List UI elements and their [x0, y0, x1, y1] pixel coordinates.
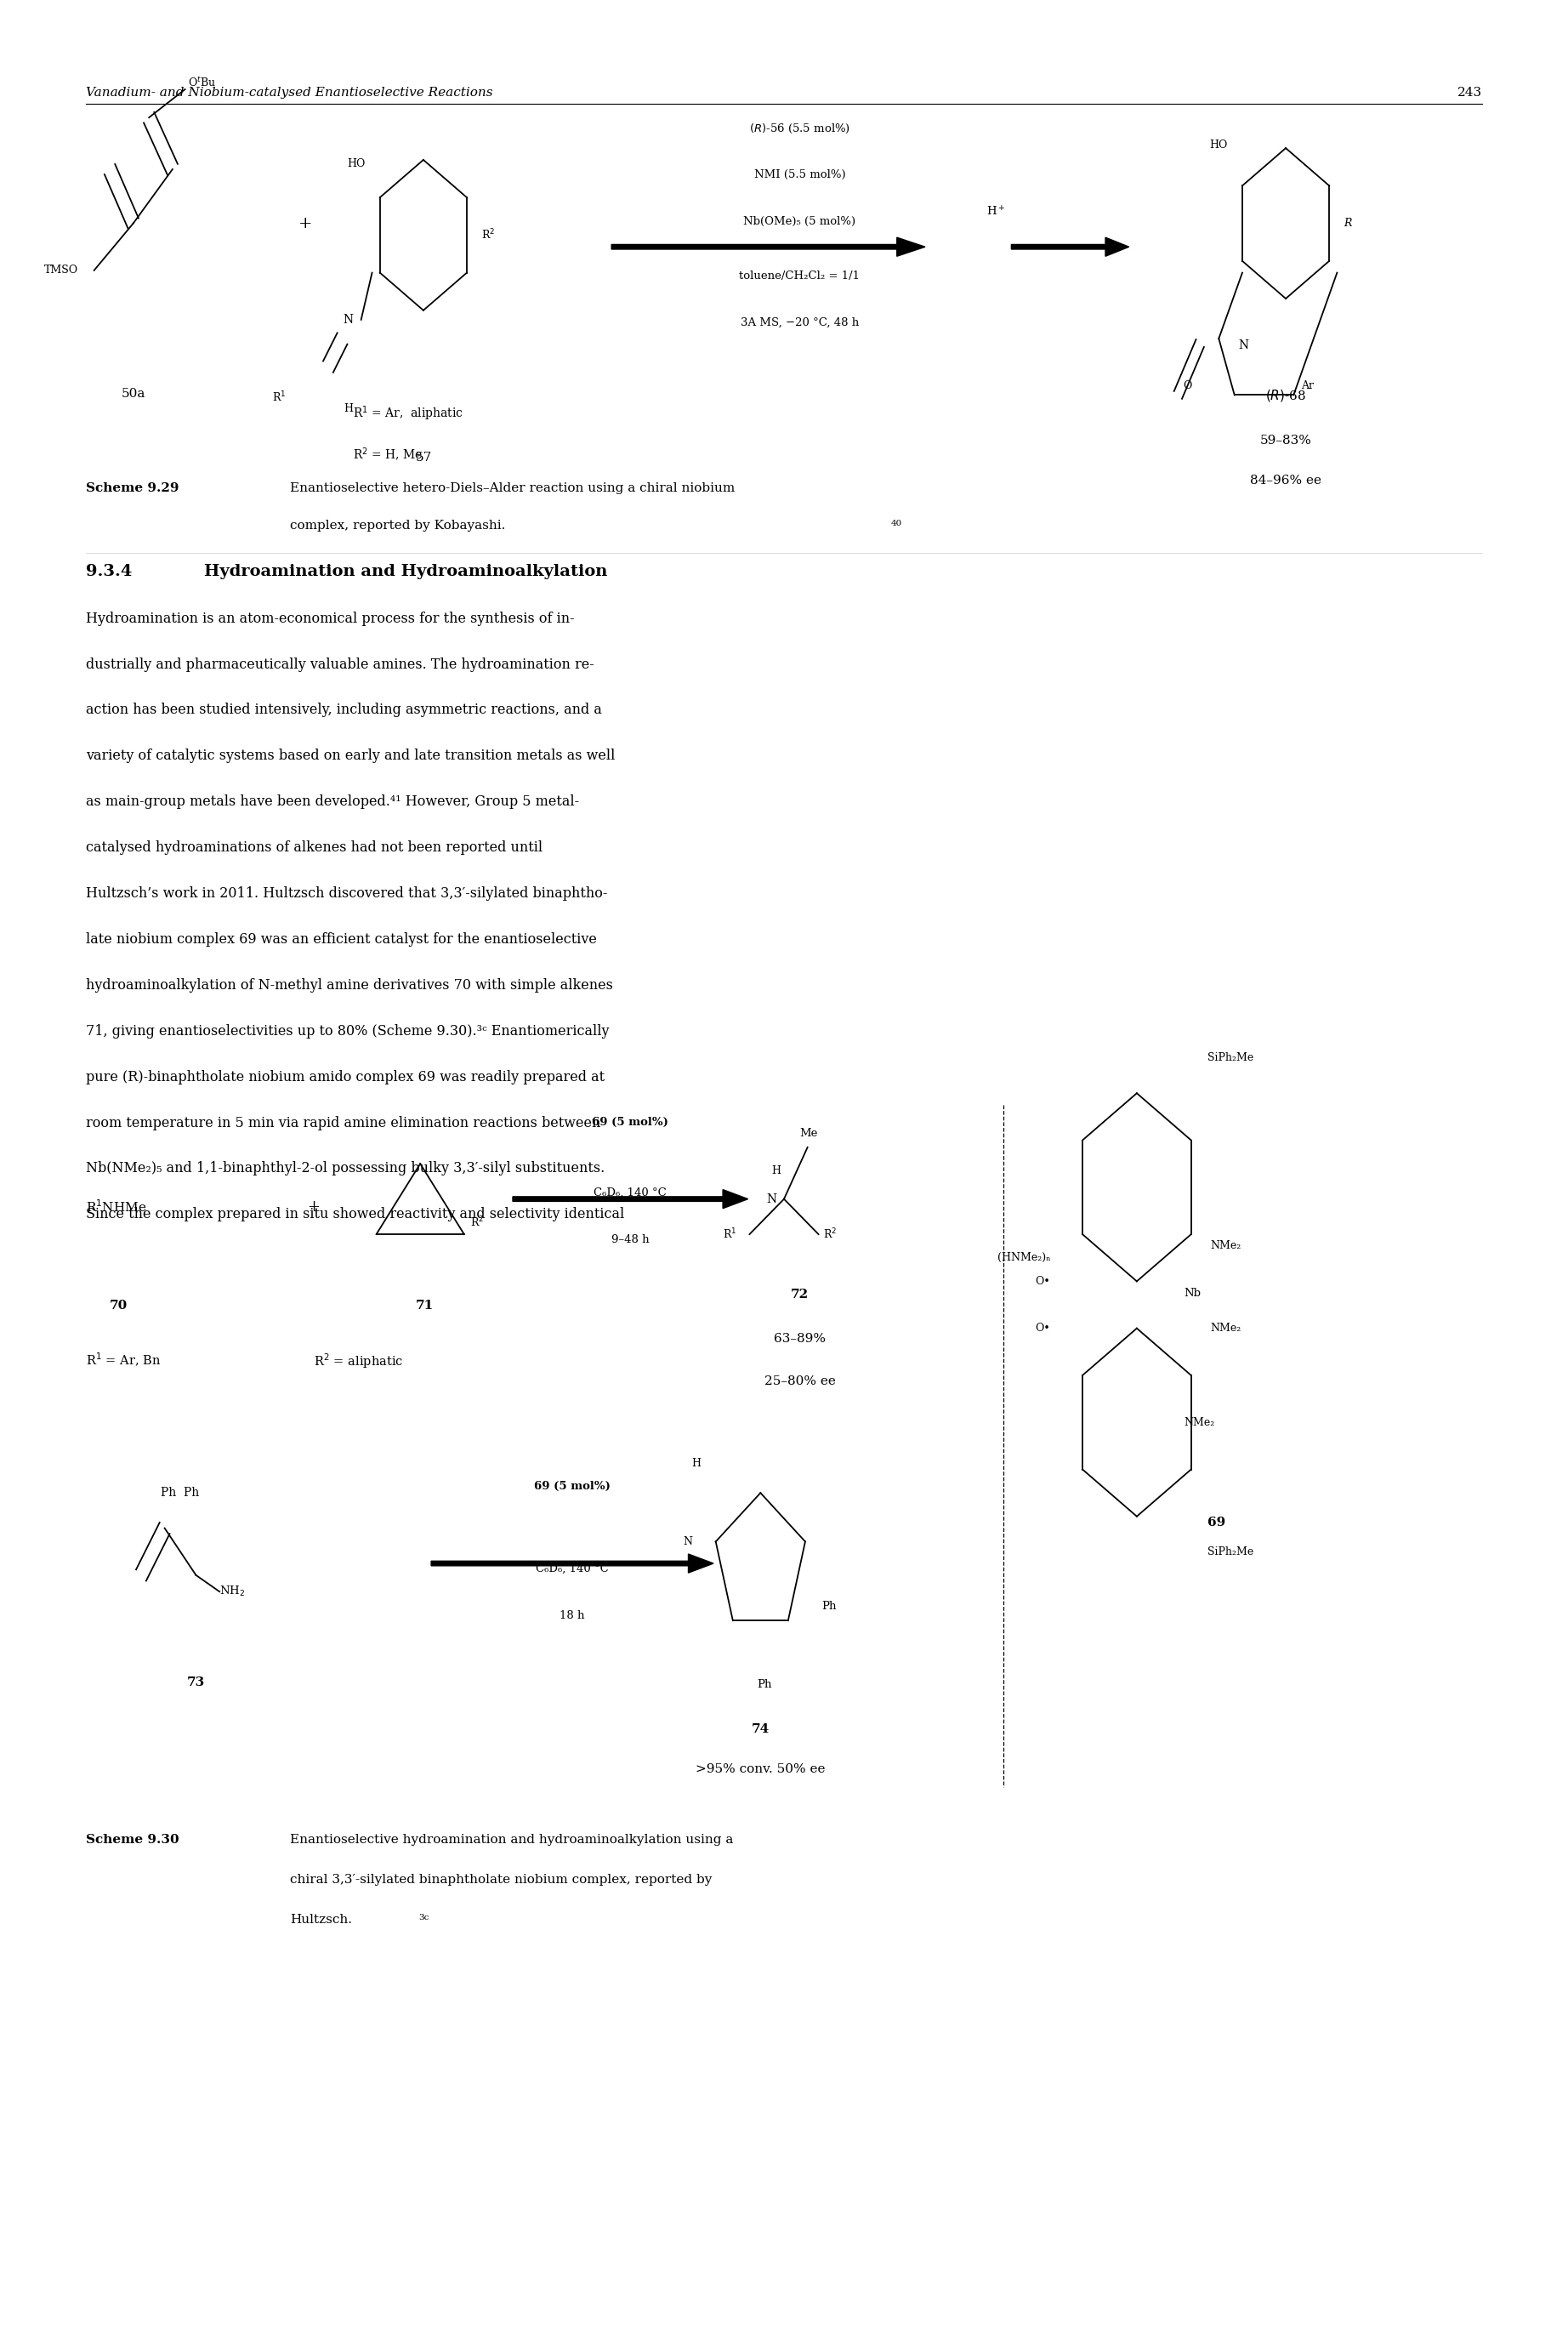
Text: O$^t$Bu: O$^t$Bu	[188, 75, 216, 89]
Text: R$^2$: R$^2$	[470, 1215, 485, 1230]
Text: dustrially and pharmaceutically valuable amines. The hydroamination re-: dustrially and pharmaceutically valuable…	[86, 658, 594, 672]
Text: 71, giving enantioselectivities up to 80% (Scheme 9.30).³ᶜ Enantiomerically: 71, giving enantioselectivities up to 80…	[86, 1025, 610, 1039]
Text: 57: 57	[416, 451, 431, 463]
Text: Ph: Ph	[757, 1679, 771, 1690]
Text: Since the complex prepared in situ showed reactivity and selectivity identical: Since the complex prepared in situ showe…	[86, 1208, 624, 1223]
Text: Nb(OMe)₅ (5 mol%): Nb(OMe)₅ (5 mol%)	[743, 216, 856, 228]
Text: Ph: Ph	[822, 1601, 836, 1610]
Text: Nb(NMe₂)₅ and 1,1-binaphthyl-2-ol possessing bulky 3,3′-silyl substituents.: Nb(NMe₂)₅ and 1,1-binaphthyl-2-ol posses…	[86, 1161, 605, 1176]
Text: N: N	[767, 1192, 776, 1206]
Text: C₆D₆, 140 °C: C₆D₆, 140 °C	[594, 1187, 666, 1199]
Text: 69 (5 mol%): 69 (5 mol%)	[535, 1481, 610, 1493]
Text: H: H	[771, 1166, 781, 1176]
Text: O: O	[1182, 381, 1192, 390]
Text: 59–83%: 59–83%	[1259, 435, 1312, 447]
Text: NMe₂: NMe₂	[1210, 1324, 1242, 1333]
Text: 9–48 h: 9–48 h	[612, 1234, 649, 1246]
Text: 3c: 3c	[419, 1914, 430, 1921]
Text: R$^2$ = aliphatic: R$^2$ = aliphatic	[314, 1352, 403, 1371]
Text: Me: Me	[800, 1128, 818, 1138]
Text: C₆D₆, 140 °C: C₆D₆, 140 °C	[536, 1563, 608, 1575]
Text: 69 (5 mol%): 69 (5 mol%)	[593, 1117, 668, 1128]
Text: +: +	[307, 1199, 320, 1215]
Text: 18 h: 18 h	[560, 1610, 585, 1622]
Text: Hultzsch.: Hultzsch.	[290, 1914, 353, 1925]
Text: H$^+$: H$^+$	[986, 205, 1005, 219]
Text: NMe₂: NMe₂	[1210, 1241, 1242, 1251]
Text: N: N	[1239, 339, 1248, 353]
FancyArrow shape	[513, 1190, 748, 1208]
Text: 69: 69	[1207, 1516, 1226, 1528]
Text: Nb: Nb	[1184, 1288, 1201, 1298]
Text: pure (R)-binaphtholate niobium amido complex 69 was readily prepared at: pure (R)-binaphtholate niobium amido com…	[86, 1070, 605, 1084]
Text: 71: 71	[416, 1300, 434, 1312]
Text: Hultzsch’s work in 2011. Hultzsch discovered that 3,3′-silylated binaphtho-: Hultzsch’s work in 2011. Hultzsch discov…	[86, 886, 608, 900]
Text: catalysed hydroaminations of alkenes had not been reported until: catalysed hydroaminations of alkenes had…	[86, 842, 543, 856]
Text: R$^2$: R$^2$	[823, 1227, 837, 1241]
Text: Scheme 9.29: Scheme 9.29	[86, 482, 179, 494]
Text: action has been studied intensively, including asymmetric reactions, and a: action has been studied intensively, inc…	[86, 703, 602, 717]
FancyArrow shape	[431, 1554, 713, 1573]
Text: 74: 74	[751, 1723, 770, 1735]
Text: SiPh₂Me: SiPh₂Me	[1207, 1547, 1253, 1556]
Text: 9.3.4: 9.3.4	[86, 564, 132, 581]
Text: 40: 40	[891, 520, 902, 527]
Text: 25–80% ee: 25–80% ee	[764, 1375, 836, 1387]
Text: 243: 243	[1457, 87, 1482, 99]
Text: 72: 72	[790, 1288, 809, 1300]
Text: H: H	[343, 404, 353, 414]
Text: 70: 70	[110, 1300, 129, 1312]
Text: as main-group metals have been developed.⁴¹ However, Group 5 metal-: as main-group metals have been developed…	[86, 795, 580, 809]
Text: 73: 73	[187, 1676, 205, 1688]
Text: +: +	[299, 216, 312, 230]
Text: HO: HO	[347, 158, 365, 169]
Text: R$^1$: R$^1$	[271, 390, 285, 404]
Text: R: R	[1344, 219, 1352, 228]
Text: hydroaminoalkylation of N-methyl amine derivatives 70 with simple alkenes: hydroaminoalkylation of N-methyl amine d…	[86, 978, 613, 992]
Text: >95% conv. 50% ee: >95% conv. 50% ee	[696, 1763, 825, 1775]
Text: O•: O•	[1035, 1277, 1051, 1286]
Text: R$^1$ = Ar, Bn: R$^1$ = Ar, Bn	[86, 1352, 162, 1368]
Text: 84–96% ee: 84–96% ee	[1250, 475, 1322, 487]
Text: 3A MS, −20 °C, 48 h: 3A MS, −20 °C, 48 h	[740, 317, 859, 329]
Text: SiPh₂Me: SiPh₂Me	[1207, 1053, 1253, 1063]
Text: toluene/CH₂Cl₂ = 1/1: toluene/CH₂Cl₂ = 1/1	[739, 270, 861, 282]
Text: Ar: Ar	[1301, 381, 1314, 390]
Text: 63–89%: 63–89%	[773, 1333, 826, 1345]
Text: Vanadium- and Niobium-catalysed Enantioselective Reactions: Vanadium- and Niobium-catalysed Enantios…	[86, 87, 494, 99]
Text: R$^2$ = H, Me: R$^2$ = H, Me	[353, 447, 423, 463]
Text: room temperature in 5 min via rapid amine elimination reactions between: room temperature in 5 min via rapid amin…	[86, 1117, 601, 1131]
Text: O•: O•	[1035, 1324, 1051, 1333]
Text: Hydroamination and Hydroaminoalkylation: Hydroamination and Hydroaminoalkylation	[204, 564, 607, 581]
Text: NH$_2$: NH$_2$	[220, 1585, 245, 1599]
Text: complex, reported by Kobayashi.: complex, reported by Kobayashi.	[290, 520, 505, 531]
Text: H: H	[691, 1458, 701, 1469]
Text: Hydroamination is an atom-economical process for the synthesis of in-: Hydroamination is an atom-economical pro…	[86, 611, 575, 625]
Text: TMSO: TMSO	[44, 266, 78, 275]
Text: (HNMe₂)ₙ: (HNMe₂)ₙ	[997, 1253, 1051, 1262]
Text: R$^1$NHMe: R$^1$NHMe	[86, 1199, 147, 1215]
Text: R$^1$ = Ar,  aliphatic: R$^1$ = Ar, aliphatic	[353, 404, 463, 423]
Text: chiral 3,3′-silylated binaphtholate niobium complex, reported by: chiral 3,3′-silylated binaphtholate niob…	[290, 1874, 712, 1886]
Text: Scheme 9.30: Scheme 9.30	[86, 1834, 179, 1846]
Text: Ph  Ph: Ph Ph	[162, 1486, 199, 1500]
Text: R$^2$: R$^2$	[481, 228, 495, 242]
Text: Enantioselective hydroamination and hydroaminoalkylation using a: Enantioselective hydroamination and hydr…	[290, 1834, 734, 1846]
Text: $(R)$-68: $(R)$-68	[1265, 388, 1306, 404]
Text: NMe₂: NMe₂	[1184, 1418, 1215, 1427]
Text: late niobium complex 69 was an efficient catalyst for the enantioselective: late niobium complex 69 was an efficient…	[86, 933, 597, 947]
Text: $(R)$-56 (5.5 mol%): $(R)$-56 (5.5 mol%)	[750, 122, 850, 134]
Text: N: N	[682, 1535, 691, 1547]
Text: variety of catalytic systems based on early and late transition metals as well: variety of catalytic systems based on ea…	[86, 750, 616, 764]
FancyArrow shape	[612, 237, 925, 256]
Text: NMI (5.5 mol%): NMI (5.5 mol%)	[754, 169, 845, 181]
Text: R$^1$: R$^1$	[723, 1227, 737, 1241]
Text: 50a: 50a	[121, 388, 146, 400]
Text: N: N	[343, 313, 354, 327]
Text: Enantioselective hetero-Diels–Alder reaction using a chiral niobium: Enantioselective hetero-Diels–Alder reac…	[290, 482, 735, 494]
Text: HO: HO	[1209, 139, 1228, 150]
FancyArrow shape	[1011, 237, 1129, 256]
